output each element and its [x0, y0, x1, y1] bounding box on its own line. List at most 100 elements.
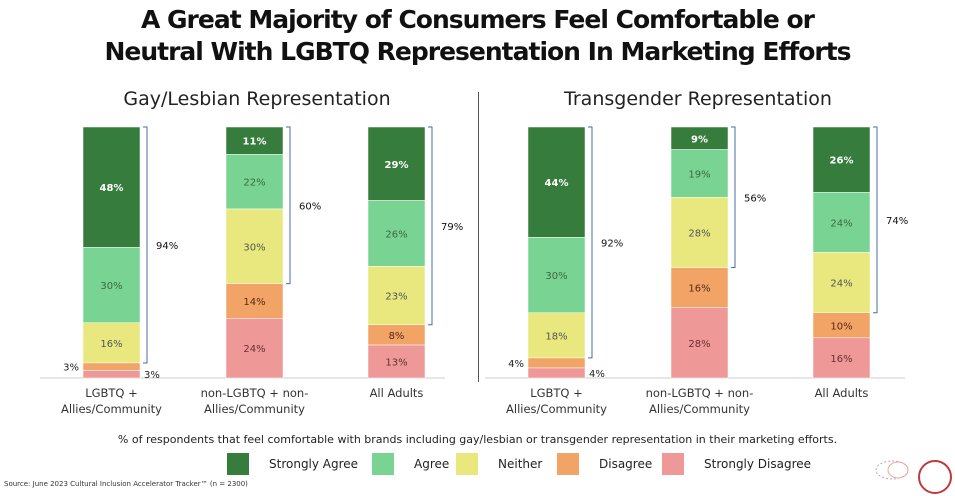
data-label: 4%	[589, 369, 605, 380]
bar-segment-neither	[527, 312, 586, 359]
bracket	[286, 126, 291, 285]
data-label: 28%	[688, 339, 710, 350]
bar-segment-strongly-agree	[367, 126, 426, 201]
legend-label: Strongly Disagree	[704, 457, 812, 471]
data-label: 9%	[691, 134, 708, 145]
category-label: All Adults	[370, 386, 424, 400]
title-line-2: Neutral With LGBTQ Representation In Mar…	[104, 37, 851, 66]
bracket-total-label: 56%	[744, 193, 766, 204]
data-label: 28%	[688, 228, 710, 239]
bar-segment-neither	[225, 208, 284, 284]
bar-segment-strongly-agree	[812, 126, 871, 193]
bar-segment-agree	[812, 192, 871, 253]
data-label: 4%	[508, 359, 524, 370]
bar-segment-strongly-disagree	[670, 307, 729, 379]
bar-segment-disagree	[527, 357, 586, 369]
aimm-logo	[918, 460, 952, 494]
category-label: Allies/Community	[506, 402, 607, 416]
category-label: Allies/Community	[204, 402, 305, 416]
data-label: 29%	[385, 160, 409, 171]
data-label: 48%	[100, 183, 124, 194]
data-label: 18%	[545, 331, 567, 342]
bracket	[143, 126, 148, 364]
data-label: 23%	[385, 292, 407, 303]
bracket-total-label: 94%	[156, 241, 178, 252]
data-label: 10%	[830, 321, 852, 332]
bar-segment-strongly-agree	[82, 126, 141, 248]
data-label: 3%	[63, 363, 79, 374]
bar-segment-strongly-disagree	[527, 367, 586, 379]
source-text: Source: June 2023 Cultural Inclusion Acc…	[4, 480, 248, 488]
bar-segment-disagree	[670, 267, 729, 308]
bar-segment-agree	[670, 149, 729, 198]
legend-label: Disagree	[599, 457, 653, 471]
bar-segment-agree	[225, 154, 284, 210]
data-label: 14%	[243, 297, 265, 308]
bracket	[588, 126, 593, 359]
legend-neither: Neither	[456, 453, 542, 475]
bar-segment-strongly-agree	[527, 126, 586, 238]
bar-segment-strongly-disagree	[367, 344, 426, 379]
legend-strongly-disagree: Strongly Disagree	[662, 453, 811, 475]
legend-agree: Agree	[372, 453, 449, 475]
legend-swatch	[372, 453, 394, 475]
data-label: 44%	[545, 178, 569, 189]
data-label: 30%	[243, 242, 265, 253]
bar-segment-disagree	[812, 312, 871, 339]
legend-swatch	[557, 453, 579, 475]
left-chart-title: Gay/Lesbian Representation	[123, 88, 391, 110]
data-label: 26%	[385, 229, 407, 240]
right-chart-title: Transgender Representation	[564, 88, 832, 110]
bar-segment-agree	[82, 247, 141, 324]
data-label: 24%	[830, 218, 852, 229]
data-label: 13%	[385, 358, 407, 369]
chart-divider	[478, 92, 479, 382]
bar-segment-agree	[367, 200, 426, 267]
bar-segment-neither	[82, 322, 141, 364]
bar-segment-strongly-disagree	[225, 318, 284, 379]
legend-label: Neither	[498, 457, 543, 471]
category-label: LGBTQ +	[530, 386, 583, 400]
legend: Strongly Agree Agree Neither Disagree St…	[0, 453, 955, 477]
bar-segment-neither	[670, 197, 729, 268]
bar-segment-strongly-disagree	[812, 337, 871, 379]
bracket-total-label: 74%	[886, 216, 908, 227]
bar-segment-agree	[527, 237, 586, 313]
chart-note: % of respondents that feel comfortable w…	[117, 433, 838, 446]
legend-disagree: Disagree	[557, 453, 652, 475]
data-label: 16%	[100, 339, 122, 350]
bar-segment-disagree	[82, 362, 141, 371]
data-label: 24%	[830, 279, 852, 290]
cultural-inclusion-accelerator-logo	[868, 458, 916, 494]
category-label: Allies/Community	[61, 402, 162, 416]
data-label: 11%	[243, 137, 267, 148]
bracket	[873, 126, 878, 314]
bracket-total-label: 79%	[441, 222, 463, 233]
bracket-total-label: 92%	[601, 238, 623, 249]
legend-label: Strongly Agree	[269, 457, 359, 471]
bar-segment-neither	[812, 252, 871, 313]
data-label: 30%	[100, 281, 122, 292]
data-label: 16%	[688, 284, 710, 295]
category-label: non-LGBTQ + non-	[201, 386, 309, 400]
category-label: non-LGBTQ + non-	[646, 386, 754, 400]
bar-segment-neither	[367, 266, 426, 326]
data-label: 8%	[389, 331, 405, 342]
bracket	[428, 126, 433, 326]
bar-segment-strongly-disagree	[82, 370, 141, 379]
data-label: 24%	[243, 344, 265, 355]
bar-segment-strongly-agree	[225, 126, 284, 155]
data-label: 19%	[688, 169, 710, 180]
data-label: 3%	[144, 370, 160, 381]
legend-swatch	[662, 453, 684, 475]
data-label: 16%	[830, 354, 852, 365]
data-label: 30%	[545, 271, 567, 282]
bracket-total-label: 60%	[299, 201, 321, 212]
category-label: Allies/Community	[649, 402, 750, 416]
data-label: 26%	[830, 156, 854, 167]
category-label: All Adults	[815, 386, 869, 400]
legend-swatch	[456, 453, 478, 475]
data-label: 22%	[243, 178, 265, 189]
